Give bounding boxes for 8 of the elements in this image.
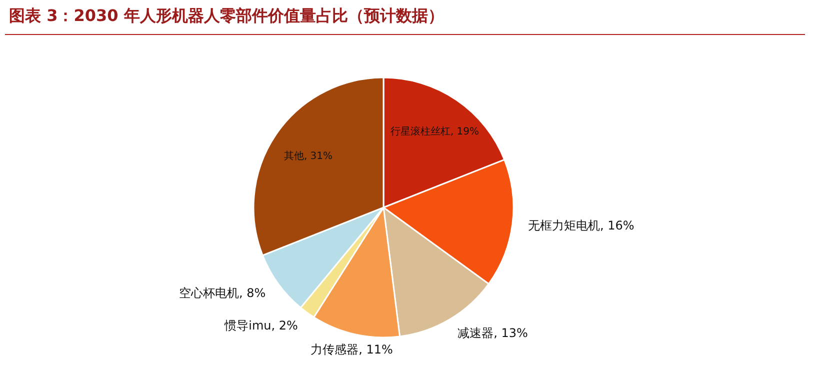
slice-label: 空心杯电机, 8% <box>179 286 266 300</box>
slice-label: 减速器, 13% <box>458 326 528 340</box>
slice-label: 无框力矩电机, 16% <box>528 218 634 233</box>
chart-title: 图表 3：2030 年人形机器人零部件价值量占比（预计数据） <box>9 5 444 27</box>
slice-label: 惯导imu, 2% <box>224 318 298 332</box>
slice-label: 行星滚柱丝杠, 19% <box>390 126 479 138</box>
slice-label: 力传感器, 11% <box>310 342 393 357</box>
slice-label: 其他, 31% <box>284 150 333 162</box>
